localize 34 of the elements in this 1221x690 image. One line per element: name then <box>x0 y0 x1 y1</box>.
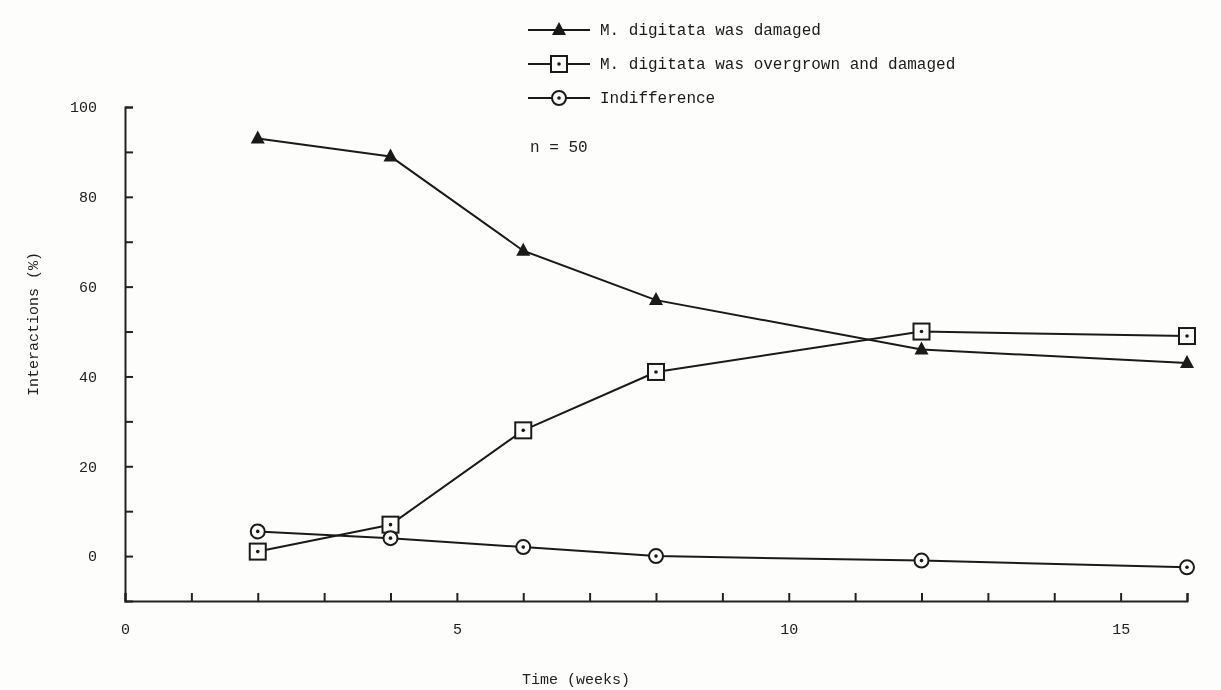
legend-label: M. digitata was overgrown and damaged <box>600 56 956 74</box>
point <box>250 130 265 144</box>
point <box>914 341 929 355</box>
x-tick-label: 15 <box>1112 621 1131 639</box>
legend-label: M. digitata was damaged <box>600 22 821 40</box>
annotation: n = 50 <box>530 139 588 157</box>
point <box>516 242 531 256</box>
point <box>912 322 931 341</box>
x-tick-label: 0 <box>120 621 131 639</box>
point <box>1179 559 1195 576</box>
x-axis-title: Time (weeks) <box>521 672 631 689</box>
point <box>381 515 400 534</box>
y-tick-label: 20 <box>78 459 97 477</box>
y-tick-label: 60 <box>78 279 97 297</box>
point <box>1178 327 1196 346</box>
point <box>383 148 398 162</box>
point <box>649 292 663 306</box>
x-tick-label: 10 <box>780 621 799 639</box>
y-tick-label: 40 <box>78 369 97 387</box>
point <box>515 539 532 556</box>
y-axis-title: Interactions (%) <box>26 251 43 397</box>
point <box>913 552 930 569</box>
point <box>648 548 664 565</box>
point <box>382 530 399 547</box>
point <box>647 362 665 381</box>
legend-label: Indifference <box>600 90 716 108</box>
y-tick-label: 0 <box>87 549 97 567</box>
point <box>249 523 266 540</box>
point <box>514 421 533 440</box>
point <box>248 542 267 561</box>
y-tick-label: 80 <box>78 190 97 208</box>
x-tick-label: 5 <box>452 621 462 639</box>
y-tick-label: 100 <box>69 100 97 118</box>
point <box>1180 354 1194 368</box>
